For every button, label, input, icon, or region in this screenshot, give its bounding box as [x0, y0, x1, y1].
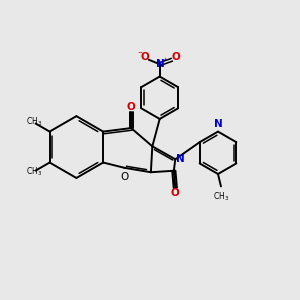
- Text: CH$_3$: CH$_3$: [26, 166, 42, 178]
- Text: O: O: [121, 172, 129, 182]
- Text: N: N: [176, 154, 185, 164]
- Text: O: O: [171, 188, 180, 198]
- Text: O: O: [127, 102, 136, 112]
- Text: CH$_3$: CH$_3$: [26, 116, 42, 128]
- Text: N: N: [156, 59, 165, 69]
- Text: $^+$: $^+$: [161, 56, 169, 65]
- Text: CH$_3$: CH$_3$: [213, 191, 229, 203]
- Text: O: O: [140, 52, 149, 62]
- Text: O: O: [171, 52, 180, 62]
- Text: N: N: [214, 119, 222, 129]
- Text: $^-$: $^-$: [136, 49, 144, 58]
